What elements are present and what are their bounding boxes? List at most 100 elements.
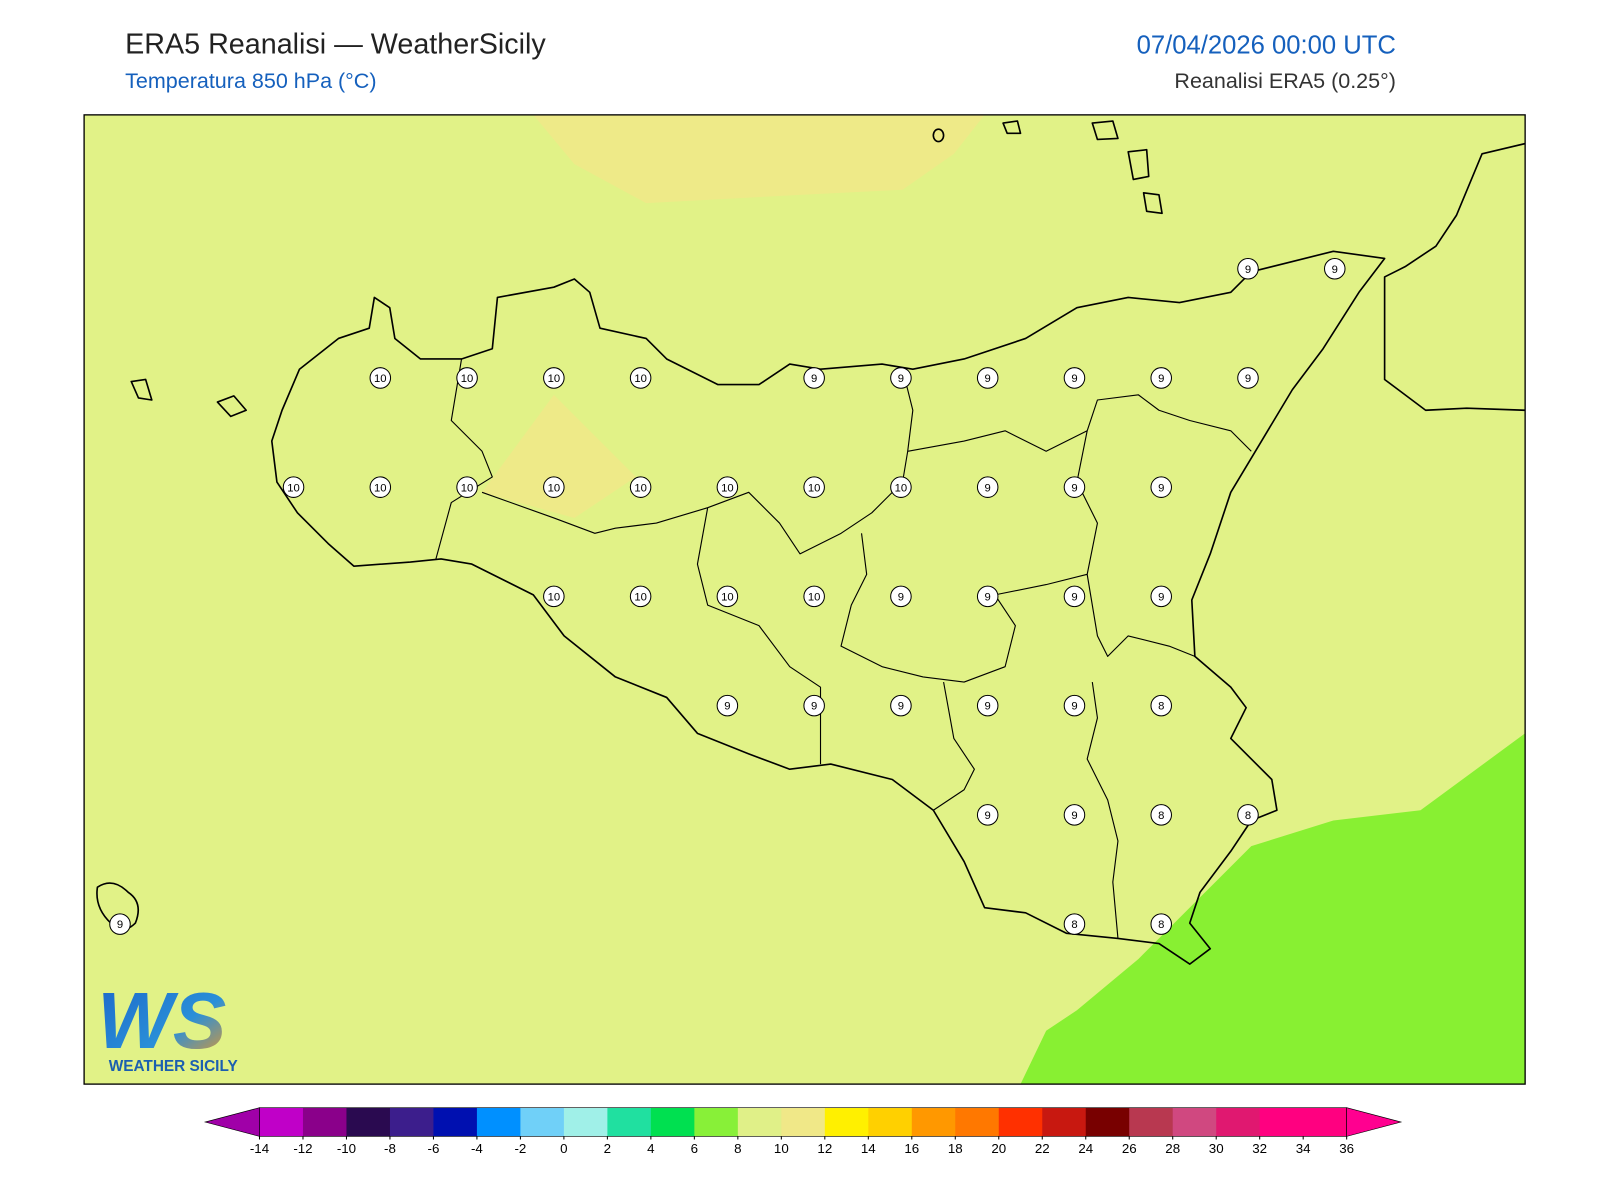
station-marker xyxy=(543,367,565,389)
logo: WS WEATHER SICILY xyxy=(97,976,237,1075)
colorbar-tick-label: -4 xyxy=(471,1141,483,1156)
colorbar-swatch xyxy=(389,1107,434,1137)
station-value: 10 xyxy=(548,373,561,385)
colorbar-tick-label: -8 xyxy=(384,1141,396,1156)
logo-name: WEATHER SICILY xyxy=(109,1058,238,1075)
colorbar-swatch xyxy=(607,1107,652,1137)
colorbar-swatch xyxy=(911,1107,956,1137)
station-marker xyxy=(803,585,825,608)
station-value: 10 xyxy=(808,592,821,604)
station-value: 10 xyxy=(634,482,647,494)
station-marker xyxy=(716,476,739,498)
station-marker xyxy=(890,476,912,498)
station-value: 9 xyxy=(724,701,730,713)
station-marker xyxy=(629,367,652,389)
map-frame xyxy=(83,114,1526,1085)
station-marker xyxy=(1063,476,1086,498)
colorbar-swatch xyxy=(433,1107,478,1137)
station-value: 10 xyxy=(634,592,647,604)
station-marker xyxy=(1150,476,1172,498)
colorbar-tick-label: 32 xyxy=(1252,1141,1267,1156)
station-value: 9 xyxy=(1071,810,1077,822)
coastline xyxy=(270,250,1386,965)
colorbar-swatch xyxy=(563,1107,608,1137)
colorbar-tick-label: 20 xyxy=(991,1141,1006,1156)
station-value: 10 xyxy=(808,482,821,494)
colorbar-swatch xyxy=(1172,1107,1217,1137)
station-marker xyxy=(976,804,999,826)
station-value: 9 xyxy=(1071,373,1077,385)
station-marker xyxy=(1063,367,1086,389)
station-marker xyxy=(1150,367,1172,389)
island xyxy=(96,120,1163,931)
datetime: 07/04/2026 00:00 UTC xyxy=(1137,31,1396,59)
station-value: 10 xyxy=(461,373,474,385)
station-marker xyxy=(976,694,999,717)
station-value: 9 xyxy=(1071,482,1077,494)
colorbar-tick-label: 10 xyxy=(774,1141,789,1156)
station-value: 10 xyxy=(895,482,908,494)
station-marker xyxy=(716,694,739,717)
calabria-coast xyxy=(1383,142,1526,412)
colorbar-tick-label: 18 xyxy=(948,1141,963,1156)
colorbar-tick-label: -12 xyxy=(293,1141,312,1156)
station-value: 9 xyxy=(1245,264,1251,276)
station-marker xyxy=(369,367,392,389)
station-value: 9 xyxy=(985,810,991,822)
colorbar-swatch xyxy=(476,1107,521,1137)
station-marker xyxy=(629,585,652,608)
station-value: 8 xyxy=(1245,810,1251,822)
colorbar-tick-label: 28 xyxy=(1165,1141,1180,1156)
station-marker xyxy=(976,367,999,389)
station-value: 9 xyxy=(1245,373,1251,385)
title: ERA5 Reanalisi — WeatherSicily xyxy=(125,28,546,60)
station-value: 8 xyxy=(1158,810,1164,822)
station-marker xyxy=(543,585,565,608)
colorbar-tick-label: 8 xyxy=(734,1141,741,1156)
colorbar-tick-label: 0 xyxy=(560,1141,567,1156)
station-marker xyxy=(803,476,825,498)
station-value: 10 xyxy=(721,592,734,604)
subtitle: Temperatura 850 hPa (°C) xyxy=(125,69,376,93)
station-marker xyxy=(1324,257,1346,280)
station-marker xyxy=(1063,913,1086,935)
station-value: 10 xyxy=(548,482,561,494)
colorbar-swatch xyxy=(650,1107,695,1137)
station-marker xyxy=(1237,257,1259,280)
cool-region xyxy=(1020,733,1526,1085)
colorbar-swatch xyxy=(1085,1107,1130,1137)
colorbar-over xyxy=(1346,1107,1403,1137)
colorbar-tick-label: 34 xyxy=(1296,1141,1311,1156)
station-marker xyxy=(716,585,739,608)
colorbar-swatch xyxy=(1129,1107,1174,1137)
station-value: 9 xyxy=(985,482,991,494)
colorbar-tick-label: 16 xyxy=(904,1141,919,1156)
warm-region xyxy=(482,394,636,518)
station-value: 9 xyxy=(117,919,123,931)
colorbar-tick-label: 14 xyxy=(861,1141,876,1156)
colorbar-tick-label: 6 xyxy=(691,1141,698,1156)
source: Reanalisi ERA5 (0.25°) xyxy=(1174,69,1395,93)
station-value: 9 xyxy=(1071,592,1077,604)
station-marker xyxy=(629,476,652,498)
warm-region xyxy=(533,114,985,204)
colorbar-swatch xyxy=(1259,1107,1304,1137)
logo-mark: WS xyxy=(97,976,226,1065)
colorbar-swatch xyxy=(781,1107,826,1137)
colorbar-under xyxy=(203,1107,260,1137)
station-marker xyxy=(456,367,478,389)
colorbar-tick-label: 12 xyxy=(817,1141,832,1156)
colorbar-tick-label: 2 xyxy=(604,1141,611,1156)
station-marker xyxy=(890,694,912,717)
station-value: 9 xyxy=(898,373,904,385)
station-value: 10 xyxy=(287,482,300,494)
station-value: 9 xyxy=(985,373,991,385)
station-marker xyxy=(369,476,392,498)
colorbar-tick-label: 4 xyxy=(647,1141,655,1156)
station-marker xyxy=(976,585,999,608)
colorbar: -14 -12 -10 -8 -6 -4 -2 0 2 4 6 8 10 12 14 16 18 20 22 24 26… xyxy=(203,1107,1403,1156)
station-value: 10 xyxy=(634,373,647,385)
station-value: 8 xyxy=(1158,701,1164,713)
